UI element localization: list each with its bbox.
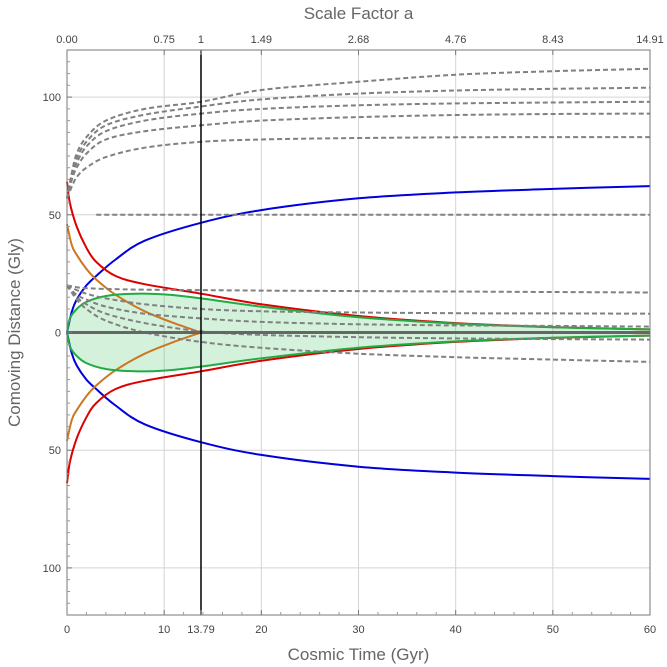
- x-tick-label: 60: [644, 624, 656, 636]
- light-cone-upper-line: [66, 223, 202, 334]
- y-tick-label: 100: [43, 92, 61, 104]
- worldline-17-line: [66, 284, 651, 294]
- top-tick-label: 0.75: [153, 34, 174, 46]
- worldline-3-line: [66, 284, 651, 328]
- y-tick-label: 50: [49, 210, 61, 222]
- hubble-sphere-lower-line: [66, 332, 651, 373]
- top-tick-label: 2.68: [348, 34, 369, 46]
- x-tick-label: 50: [547, 624, 559, 636]
- tick-marks: [66, 50, 651, 615]
- y-tick-label: 0: [55, 328, 61, 340]
- y-tick-label: 100: [43, 563, 61, 575]
- top-tick-label: 1.49: [251, 34, 272, 46]
- worldline-m12-line: [66, 284, 651, 363]
- x-tick-label: 0: [64, 624, 70, 636]
- top-tick-label: 1: [198, 34, 204, 46]
- worldline-104-line: [66, 86, 651, 199]
- hubble-sphere-upper-line: [66, 292, 651, 333]
- y-tick-label: 50: [49, 445, 61, 457]
- worldline-m3-line: [66, 284, 651, 341]
- x-tick-label: 10: [158, 624, 170, 636]
- top-tick-label: 4.76: [445, 34, 466, 46]
- x-tick-label: 20: [255, 624, 267, 636]
- tick-labels: 0 10 13.79 20 30 40 50 60 0.00 0.75 1 1.49 2.68 4.76 8…: [43, 34, 664, 636]
- top-axis-title: Scale Factor a: [304, 4, 414, 23]
- top-tick-label: 8.43: [542, 34, 563, 46]
- x-tick-label: 40: [450, 624, 462, 636]
- x-tick-label: 30: [352, 624, 364, 636]
- top-tick-label: 14.91: [636, 34, 664, 46]
- top-tick-label: 0.00: [56, 34, 77, 46]
- worldline-8-line: [66, 284, 651, 315]
- light-cone-lower-line: [66, 331, 202, 442]
- particle-horizon-lower-line: [66, 332, 651, 480]
- x-axis-title: Cosmic Time (Gyr): [288, 645, 430, 664]
- y-axis-title: Comoving Distance (Gly): [5, 238, 24, 427]
- x-tick-label: 13.79: [187, 624, 215, 636]
